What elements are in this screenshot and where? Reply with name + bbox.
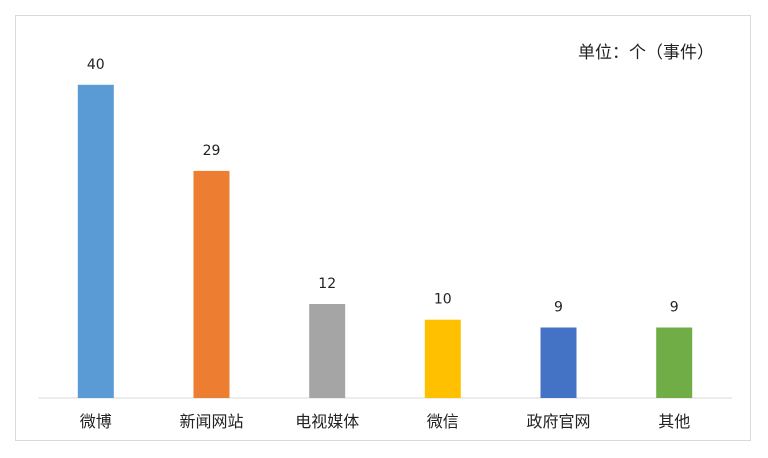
bar-1 [193, 170, 230, 398]
x-tick-label-4: 政府官网 [526, 412, 590, 431]
bar-3 [424, 319, 461, 398]
data-label-2: 12 [318, 276, 336, 292]
bars-group: 40 微博 29 新闻网站 12 电视媒体 10 微信 9 政府官网 9 其他 [77, 57, 693, 431]
x-tick-label-3: 微信 [427, 412, 459, 431]
data-label-1: 29 [203, 143, 221, 159]
bar-2 [309, 304, 346, 398]
bar-4 [540, 327, 577, 398]
data-label-4: 9 [554, 300, 563, 316]
x-tick-label-2: 电视媒体 [295, 412, 359, 431]
data-label-5: 9 [670, 300, 679, 316]
data-label-0: 40 [87, 57, 105, 73]
x-tick-label-5: 其他 [658, 412, 690, 431]
bar-0 [77, 84, 114, 399]
bar-5 [656, 327, 693, 398]
unit-note: 单位：个（事件） [578, 43, 714, 63]
x-tick-label-0: 微博 [80, 412, 112, 431]
x-tick-label-1: 新闻网站 [179, 412, 243, 431]
data-label-3: 10 [434, 292, 452, 308]
chart-frame [15, 15, 751, 441]
